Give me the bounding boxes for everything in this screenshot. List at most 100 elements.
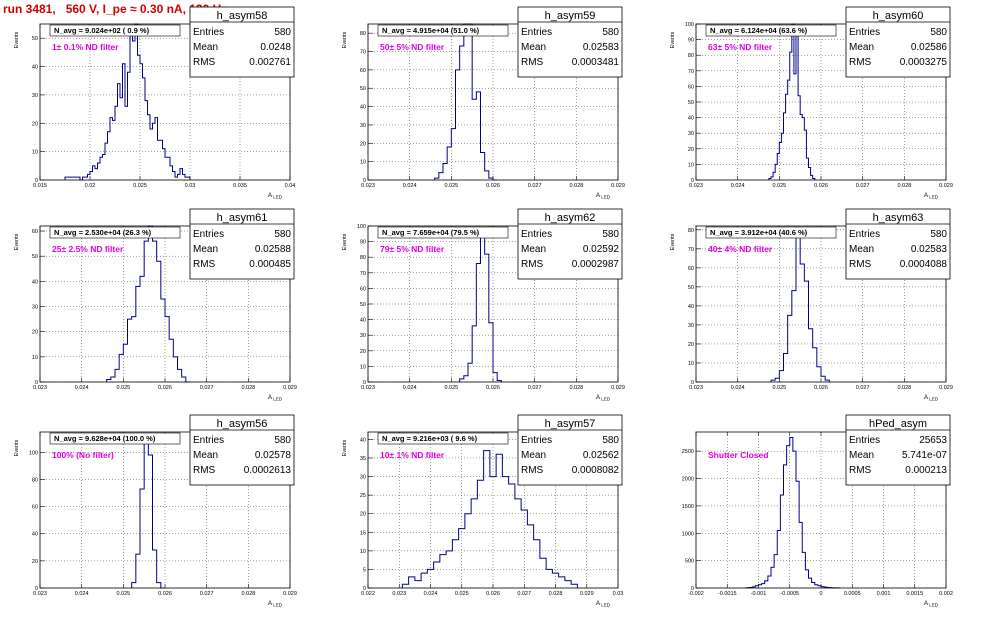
stats-mean-value: 0.02588 <box>255 244 292 255</box>
y-tick-label: 20 <box>360 141 366 147</box>
y-tick-label: 80 <box>360 255 366 261</box>
x-tick-label: 0.025 <box>772 183 786 189</box>
x-tick-label: 0.0005 <box>844 591 861 597</box>
x-tick-label: 0.015 <box>33 183 47 189</box>
histogram-panel-h_asym57: 0.022 0.023 0.024 0.025 0.026 0.027 0.028 0.029… <box>342 414 623 608</box>
y-axis-label: Events <box>342 439 348 456</box>
y-tick-label: 70 <box>360 271 366 277</box>
filter-label: 25± 2.5% ND filter <box>52 244 124 254</box>
x-tick-label: 0.023 <box>361 385 375 391</box>
x-axis-label: A LED <box>596 395 611 402</box>
stats-mean-value: 0.02562 <box>583 450 620 461</box>
stats-rms-label: RMS <box>849 57 872 68</box>
stats-title: h_asym62 <box>545 212 596 224</box>
navg-box <box>49 432 181 445</box>
stats-title: h_asym56 <box>217 418 268 430</box>
stats-rms-label: RMS <box>193 465 216 476</box>
x-axis-label: A LED <box>596 601 611 608</box>
stats-title: hPed_asym <box>869 418 927 430</box>
x-tick-label: 0.023 <box>361 183 375 189</box>
y-tick-label: 50 <box>360 302 366 308</box>
stats-box <box>517 414 623 486</box>
x-tick-label: 0.023 <box>689 385 703 391</box>
stats-box <box>845 6 951 78</box>
filter-label: 79± 5% ND filter <box>380 244 445 254</box>
stats-rms-label: RMS <box>193 259 216 270</box>
x-tick-label: 0.0015 <box>906 591 923 597</box>
x-axis-label: A LED <box>596 193 611 200</box>
y-tick-label: 30 <box>32 305 38 311</box>
y-tick-label: 10 <box>360 364 366 370</box>
histogram-bins <box>770 229 830 382</box>
stats-entries-value: 580 <box>274 435 291 446</box>
filter-label: 100% (No filter) <box>52 450 114 460</box>
navg-box <box>705 226 837 239</box>
x-tick-label: 0.024 <box>403 183 417 189</box>
x-tick-label: 0.029 <box>283 591 297 597</box>
y-tick-label: 40 <box>360 318 366 324</box>
x-tick-label: 0.026 <box>814 183 828 189</box>
stats-box <box>517 208 623 280</box>
x-tick-label: -0.0015 <box>718 591 737 597</box>
y-tick-label: 0 <box>691 586 694 592</box>
stats-rms-value: 0.0003481 <box>572 57 620 68</box>
y-tick-label: 100 <box>357 224 366 230</box>
y-tick-label: 2000 <box>682 477 694 483</box>
x-tick-label: 0.024 <box>75 385 89 391</box>
y-tick-label: 70 <box>688 69 694 75</box>
stats-rms-value: 0.0004088 <box>900 259 948 270</box>
y-tick-label: 30 <box>688 323 694 329</box>
y-tick-label: 100 <box>29 450 38 456</box>
histogram-bins <box>745 436 841 589</box>
y-tick-label: 60 <box>32 505 38 511</box>
y-tick-label: 2500 <box>682 449 694 455</box>
stats-mean-value: 0.02583 <box>583 42 620 53</box>
stats-box <box>189 208 295 280</box>
navg-annotation: N_avg = 7.659e+04 (79.5 %) <box>382 228 480 237</box>
x-tick-label: 0.029 <box>580 591 594 597</box>
stats-mean-value: 0.02592 <box>583 244 620 255</box>
x-tick-label: 0.025 <box>116 385 130 391</box>
stats-entries-label: Entries <box>193 229 224 240</box>
stats-entries-value: 580 <box>602 27 619 38</box>
y-tick-label: 40 <box>32 65 38 71</box>
y-tick-label: 40 <box>360 437 366 443</box>
y-tick-label: 50 <box>688 285 694 291</box>
y-tick-label: 15 <box>360 530 366 536</box>
y-tick-label: 10 <box>688 361 694 367</box>
histogram-bins <box>131 438 165 589</box>
x-axis-label: A LED <box>268 395 283 402</box>
y-tick-label: 0 <box>691 380 694 386</box>
stats-box <box>189 6 295 78</box>
navg-annotation: N_avg = 9.024e+02 ( 0.9 %) <box>54 26 150 35</box>
x-axis-label: A LED <box>268 193 283 200</box>
stats-title: h_asym59 <box>545 10 596 22</box>
filter-label: 40± 4% ND filter <box>708 244 773 254</box>
x-tick-label: 0.026 <box>486 385 500 391</box>
navg-box <box>49 24 181 37</box>
stats-entries-value: 580 <box>930 229 947 240</box>
stats-entries-label: Entries <box>849 435 880 446</box>
stats-entries-label: Entries <box>193 27 224 38</box>
x-tick-label: 0.03 <box>185 183 196 189</box>
filter-label: 50± 5% ND filter <box>380 42 445 52</box>
stats-entries-value: 580 <box>274 229 291 240</box>
stats-rms-label: RMS <box>849 259 872 270</box>
stats-mean-value: 0.0248 <box>260 42 291 53</box>
stats-rms-value: 0.0003275 <box>900 57 948 68</box>
x-tick-label: 0.024 <box>75 591 89 597</box>
stats-entries-value: 580 <box>274 27 291 38</box>
y-tick-label: 40 <box>688 304 694 310</box>
histogram-bins <box>459 228 502 382</box>
stats-rms-label: RMS <box>521 259 544 270</box>
navg-box <box>377 432 509 445</box>
x-tick-label: 0.028 <box>897 183 911 189</box>
x-tick-label: 0.027 <box>528 385 542 391</box>
x-tick-label: 0.028 <box>897 385 911 391</box>
filter-label: Shutter Closed <box>708 450 768 460</box>
y-tick-label: 500 <box>685 559 694 565</box>
y-tick-label: 80 <box>688 228 694 234</box>
x-tick-label: 0.025 <box>444 183 458 189</box>
x-tick-label: 0.024 <box>403 385 417 391</box>
